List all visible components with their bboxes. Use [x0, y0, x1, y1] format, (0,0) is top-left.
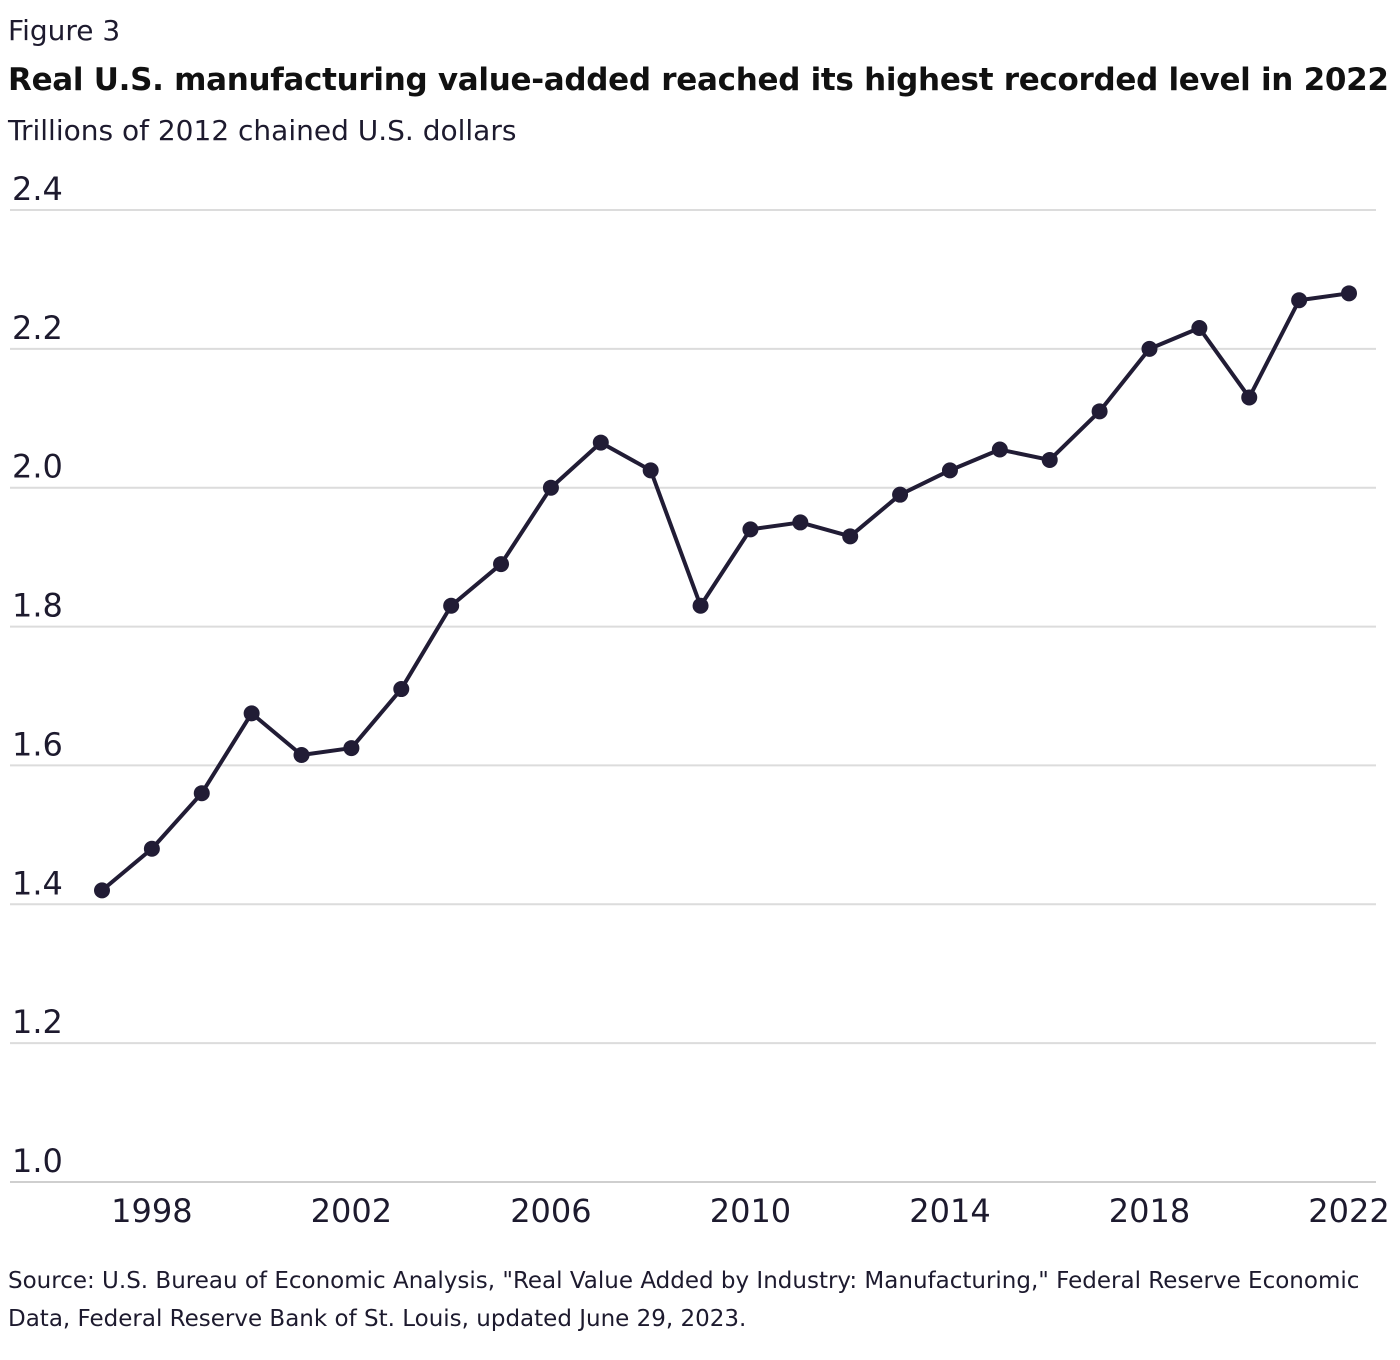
chart-title: Real U.S. manufacturing value-added reac… [8, 62, 1389, 98]
data-point-2000[interactable] [243, 705, 260, 722]
data-point-2012[interactable] [842, 528, 859, 545]
x-tick-label: 1998 [111, 1192, 192, 1230]
data-point-2013[interactable] [892, 486, 909, 503]
data-point-2014[interactable] [941, 462, 958, 479]
data-point-2004[interactable] [443, 597, 460, 614]
chart-subtitle: Trillions of 2012 chained U.S. dollars [8, 114, 517, 147]
y-tick-label: 1.8 [12, 587, 63, 625]
x-tick-label: 2002 [311, 1192, 392, 1230]
data-point-2002[interactable] [343, 740, 360, 757]
figure-label: Figure 3 [8, 14, 121, 47]
y-tick-label: 2.0 [12, 448, 63, 486]
data-point-2007[interactable] [592, 434, 609, 451]
source-note: Source: U.S. Bureau of Economic Analysis… [8, 1268, 1360, 1332]
series [94, 285, 1357, 899]
y-tick-label: 1.4 [12, 864, 63, 902]
x-tick-label: 2010 [710, 1192, 791, 1230]
data-point-2011[interactable] [792, 514, 809, 531]
data-point-2022[interactable] [1341, 285, 1357, 302]
series-line [100, 291, 1351, 893]
data-point-2020[interactable] [1241, 389, 1258, 406]
data-point-1998[interactable] [143, 840, 160, 857]
data-point-2019[interactable] [1191, 320, 1208, 337]
x-tick-label: 2022 [1308, 1192, 1389, 1230]
y-tick-label: 1.0 [12, 1142, 63, 1180]
data-point-2021[interactable] [1291, 292, 1308, 309]
data-point-2006[interactable] [542, 479, 559, 496]
y-tick-label: 2.2 [12, 309, 63, 347]
x-tick-label: 2006 [510, 1192, 591, 1230]
data-point-1997[interactable] [94, 882, 110, 899]
x-tick-label: 2018 [1109, 1192, 1190, 1230]
x-tick-label: 2014 [909, 1192, 990, 1230]
y-axis-ticks: 1.0 1.2 1.4 1.6 1.8 2.0 2.2 2.4 [12, 170, 63, 1180]
data-point-2008[interactable] [642, 462, 659, 479]
x-axis-ticks: 1998 2002 2006 2010 2014 2018 2022 [111, 1192, 1390, 1230]
data-point-2005[interactable] [493, 556, 510, 573]
data-point-2017[interactable] [1091, 403, 1108, 420]
gridlines [10, 209, 1376, 1183]
data-point-2016[interactable] [1041, 451, 1058, 468]
y-tick-label: 1.2 [12, 1003, 63, 1041]
data-point-2003[interactable] [393, 681, 410, 698]
data-point-2010[interactable] [742, 521, 759, 538]
data-point-2009[interactable] [692, 597, 709, 614]
line-chart: 1.0 1.2 1.4 1.6 1.8 2.0 2.2 2.4 1998 2002 2006 201… [10, 170, 1390, 1230]
data-point-2001[interactable] [293, 747, 310, 764]
data-point-2015[interactable] [991, 441, 1008, 458]
data-point-2018[interactable] [1141, 340, 1158, 357]
y-tick-label: 2.4 [12, 170, 63, 208]
data-point-1999[interactable] [193, 785, 210, 802]
y-tick-label: 1.6 [12, 725, 63, 763]
